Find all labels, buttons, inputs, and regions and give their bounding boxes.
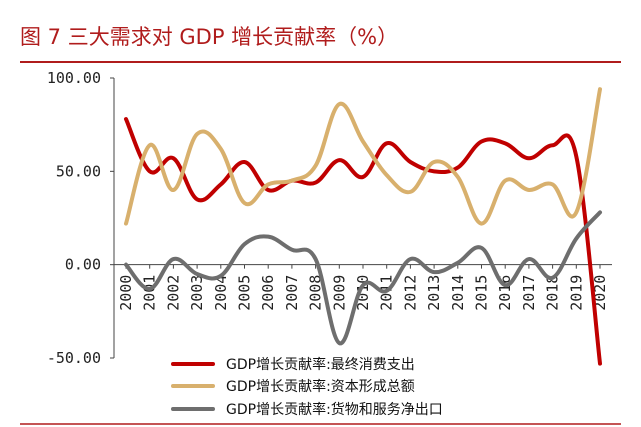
x-tick-label: 2009 [330, 275, 348, 311]
y-axis: 100.00 50.00 0.00 -50.00 [47, 69, 115, 367]
series-line-capital [124, 87, 602, 226]
x-tick-label: 2005 [236, 275, 254, 311]
x-tick-label: 2004 [212, 275, 230, 311]
series-lines [124, 87, 602, 366]
legend-item-consumption: GDP增长贡献率:最终消费支出 [171, 356, 415, 373]
x-tick-label: 2014 [449, 275, 467, 311]
legend-label-net-exports: GDP增长贡献率:货物和服务净出口 [226, 401, 443, 418]
x-tick-label: 2017 [520, 275, 538, 311]
series-line-consumption [124, 117, 602, 366]
x-tick-label: 2012 [401, 275, 419, 311]
x-tick-label: 2006 [259, 275, 277, 311]
x-tick-label: 2019 [567, 275, 585, 311]
legend-label-consumption: GDP增长贡献率:最终消费支出 [226, 356, 415, 373]
x-tick-label: 2018 [544, 275, 562, 311]
x-tick-label: 2002 [164, 275, 182, 311]
legend-item-net-exports: GDP增长贡献率:货物和服务净出口 [171, 401, 443, 418]
x-tick-label: 2001 [141, 275, 159, 311]
legend: GDP增长贡献率:最终消费支出 GDP增长贡献率:资本形成总额 GDP增长贡献率… [171, 356, 443, 418]
x-tick-label: 2008 [307, 275, 325, 311]
x-axis: 2000 2001 2002 2003 2004 2005 2006 2007 2008 2009… [114, 264, 612, 311]
y-tick-label: 0.00 [65, 256, 101, 274]
y-tick-label: 50.00 [56, 162, 101, 180]
y-tick-label: -50.00 [47, 349, 101, 367]
x-tick-label: 2013 [425, 275, 443, 311]
chart-title: 图 7 三大需求对 GDP 增长贡献率（%） [20, 25, 398, 49]
x-tick-label: 2007 [283, 275, 301, 311]
series-line-net-exports [124, 210, 602, 346]
x-tick-label: 2003 [188, 275, 206, 311]
y-tick-label: 100.00 [47, 69, 101, 87]
x-tick-label: 2000 [117, 275, 135, 311]
legend-item-capital: GDP增长贡献率:资本形成总额 [171, 378, 415, 395]
x-tick-label: 2015 [473, 275, 491, 311]
legend-label-capital: GDP增长贡献率:资本形成总额 [226, 378, 415, 395]
